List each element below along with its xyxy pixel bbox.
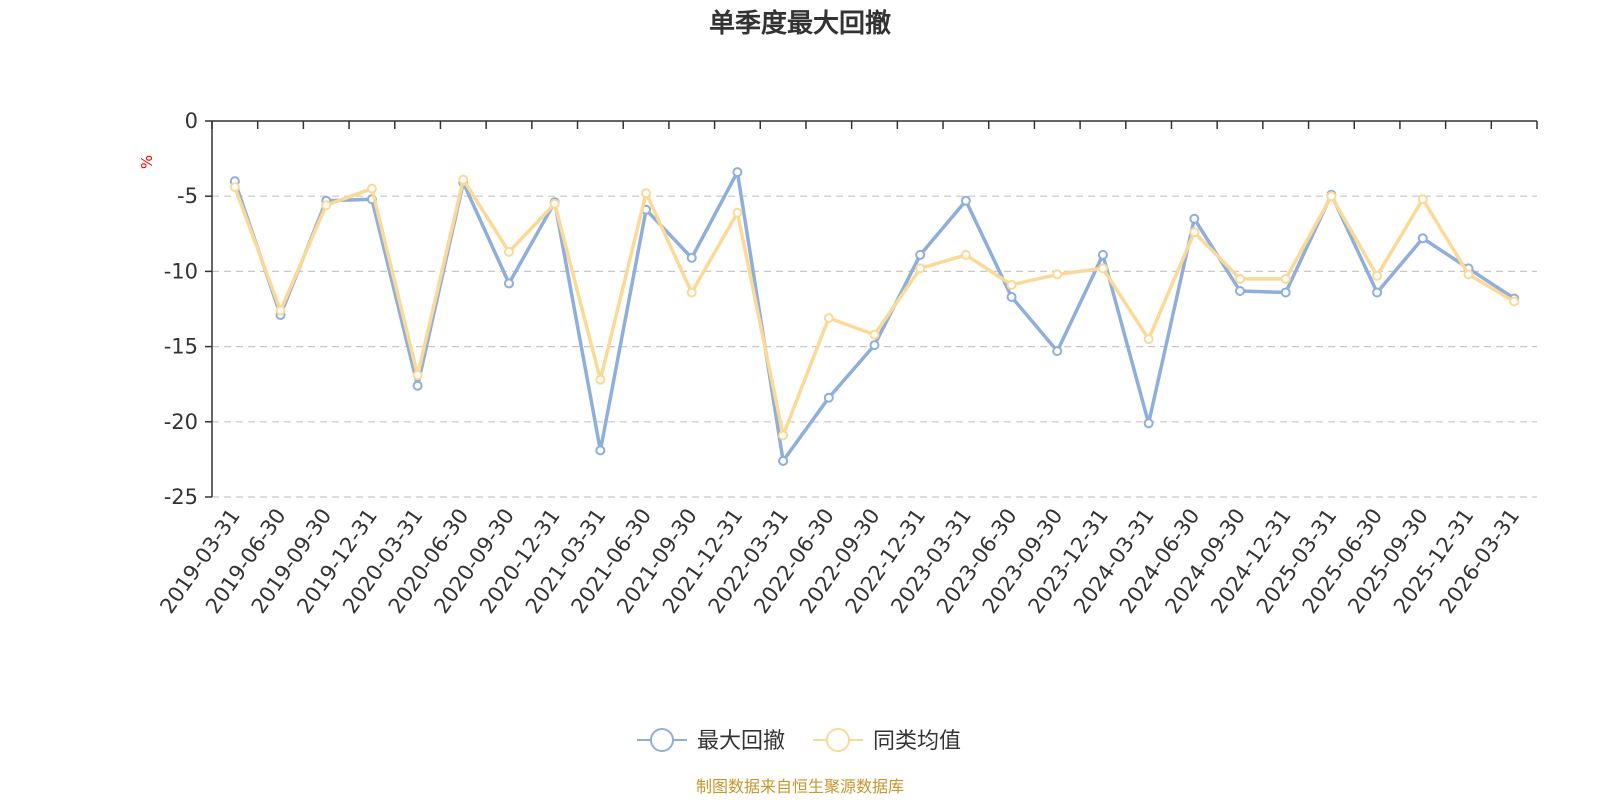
- data-point-peer-average[interactable]: [595, 374, 606, 385]
- legend-label-peer-average[interactable]: 同类均值: [873, 729, 961, 754]
- data-point-peer-average[interactable]: [732, 207, 743, 218]
- data-point-max-drawdown[interactable]: [1143, 418, 1154, 429]
- data-point-max-drawdown[interactable]: [412, 380, 423, 391]
- data-point-max-drawdown[interactable]: [1417, 233, 1428, 244]
- data-point-max-drawdown[interactable]: [960, 195, 971, 206]
- data-point-max-drawdown[interactable]: [1189, 213, 1200, 224]
- data-point-peer-average[interactable]: [641, 188, 652, 199]
- data-point-peer-average[interactable]: [1143, 334, 1154, 345]
- y-tick-label: -15: [164, 335, 198, 359]
- data-point-peer-average[interactable]: [1280, 273, 1291, 284]
- data-point-peer-average[interactable]: [869, 329, 880, 340]
- data-point-max-drawdown[interactable]: [1280, 287, 1291, 298]
- data-point-peer-average[interactable]: [458, 174, 469, 185]
- chart-title: 单季度最大回撤: [709, 8, 891, 39]
- axes: 0-5-10-15-20-252019-03-312019-06-302019-…: [155, 109, 1538, 618]
- data-point-max-drawdown[interactable]: [869, 340, 880, 351]
- y-tick-label: -10: [164, 259, 198, 283]
- y-tick-label: 0: [185, 109, 198, 133]
- data-point-max-drawdown[interactable]: [503, 278, 514, 289]
- data-point-peer-average[interactable]: [1006, 279, 1017, 290]
- data-point-peer-average[interactable]: [960, 249, 971, 260]
- data-point-peer-average[interactable]: [1189, 227, 1200, 238]
- data-point-max-drawdown[interactable]: [1097, 249, 1108, 260]
- data-point-max-drawdown[interactable]: [686, 252, 697, 263]
- data-point-max-drawdown[interactable]: [595, 445, 606, 456]
- data-point-peer-average[interactable]: [1326, 191, 1337, 202]
- data-point-peer-average[interactable]: [778, 430, 789, 441]
- y-tick-label: -5: [177, 184, 198, 208]
- legend[interactable]: 最大回撤 同类均值: [637, 728, 961, 754]
- data-point-peer-average[interactable]: [686, 287, 697, 298]
- legend-label-max-drawdown[interactable]: 最大回撤: [697, 729, 785, 754]
- data-point-peer-average[interactable]: [1417, 194, 1428, 205]
- data-point-peer-average[interactable]: [1052, 269, 1063, 280]
- series-group: [229, 167, 1520, 466]
- data-point-max-drawdown[interactable]: [823, 392, 834, 403]
- data-point-peer-average[interactable]: [1097, 263, 1108, 274]
- data-point-peer-average[interactable]: [915, 263, 926, 274]
- data-point-max-drawdown[interactable]: [1006, 291, 1017, 302]
- y-tick-label: -25: [164, 485, 198, 509]
- data-point-peer-average[interactable]: [823, 313, 834, 324]
- data-point-max-drawdown[interactable]: [732, 167, 743, 178]
- data-point-max-drawdown[interactable]: [1052, 346, 1063, 357]
- legend-marker-max-drawdown: [650, 728, 674, 752]
- data-point-max-drawdown[interactable]: [1235, 285, 1246, 296]
- source-note: 制图数据来自恒生聚源数据库: [696, 777, 904, 796]
- data-point-peer-average[interactable]: [503, 246, 514, 257]
- y-axis-unit: %: [138, 155, 156, 169]
- data-point-peer-average[interactable]: [275, 305, 286, 316]
- data-point-peer-average[interactable]: [366, 183, 377, 194]
- legend-marker-peer-average: [826, 728, 850, 752]
- data-point-max-drawdown[interactable]: [778, 455, 789, 466]
- data-point-peer-average[interactable]: [1509, 296, 1520, 307]
- data-point-max-drawdown[interactable]: [915, 249, 926, 260]
- data-point-peer-average[interactable]: [1463, 269, 1474, 280]
- y-tick-label: -20: [164, 410, 198, 434]
- data-point-peer-average[interactable]: [549, 198, 560, 209]
- data-point-peer-average[interactable]: [229, 182, 240, 193]
- data-point-peer-average[interactable]: [1372, 270, 1383, 281]
- data-point-peer-average[interactable]: [1235, 273, 1246, 284]
- data-point-peer-average[interactable]: [321, 200, 332, 211]
- data-point-max-drawdown[interactable]: [1372, 287, 1383, 298]
- data-point-peer-average[interactable]: [412, 370, 423, 381]
